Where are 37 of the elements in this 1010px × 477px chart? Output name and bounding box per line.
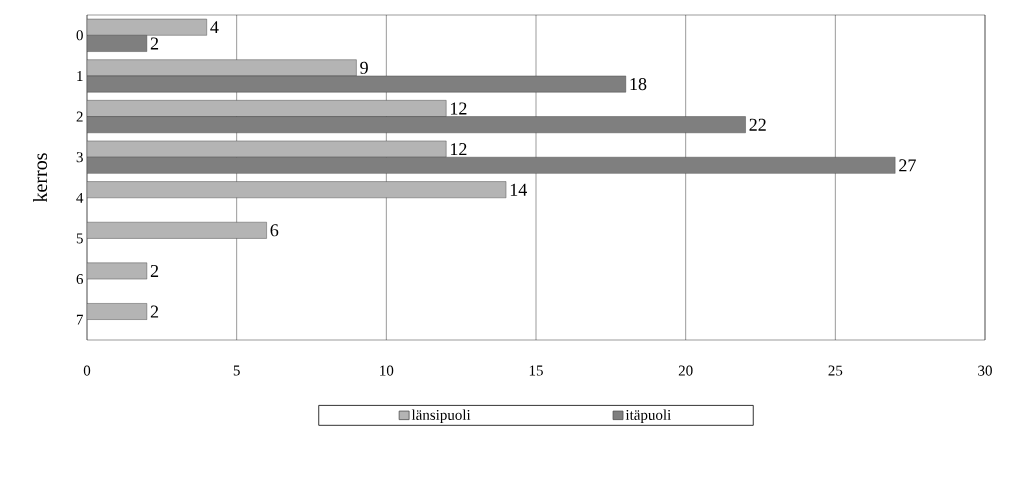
bar (87, 221, 267, 239)
y-axis-title: kerros (33, 153, 48, 203)
x-tick-label: 30 (978, 365, 992, 376)
y-tick-label: 3 (76, 152, 83, 163)
bar (87, 75, 626, 93)
legend-label: länsipuoli (411, 409, 471, 424)
bar (87, 181, 507, 199)
bar (87, 262, 148, 280)
bar (87, 156, 896, 174)
x-tick-label: 5 (233, 365, 240, 376)
y-tick-label: 6 (76, 274, 84, 285)
data-label: 14 (510, 183, 527, 196)
data-label: 27 (899, 159, 916, 172)
data-label: 2 (150, 37, 159, 50)
data-label: 4 (210, 21, 219, 34)
data-label: 22 (749, 118, 766, 131)
x-tick-label: 20 (678, 365, 693, 376)
x-tick-label: 0 (83, 365, 91, 376)
bar (87, 303, 148, 320)
bar (87, 116, 746, 134)
data-label: 18 (630, 78, 647, 91)
data-label: 9 (360, 61, 368, 74)
y-tick-label: 4 (76, 192, 84, 203)
data-label: 2 (150, 305, 159, 318)
y-tick-label: 1 (77, 70, 83, 81)
data-label: 2 (150, 264, 159, 277)
y-tick-label: 7 (76, 314, 84, 325)
x-tick-label: 10 (380, 365, 394, 376)
y-tick-label: 5 (76, 233, 83, 244)
data-label: 12 (450, 102, 467, 115)
data-label: 12 (450, 143, 467, 156)
data-label: 6 (270, 224, 279, 237)
x-tick-label: 15 (529, 365, 543, 376)
legend-label: itäpuoli (625, 409, 671, 424)
x-tick-label: 25 (828, 365, 843, 376)
y-tick-label: 0 (76, 30, 83, 41)
y-tick-label: 2 (76, 111, 83, 122)
